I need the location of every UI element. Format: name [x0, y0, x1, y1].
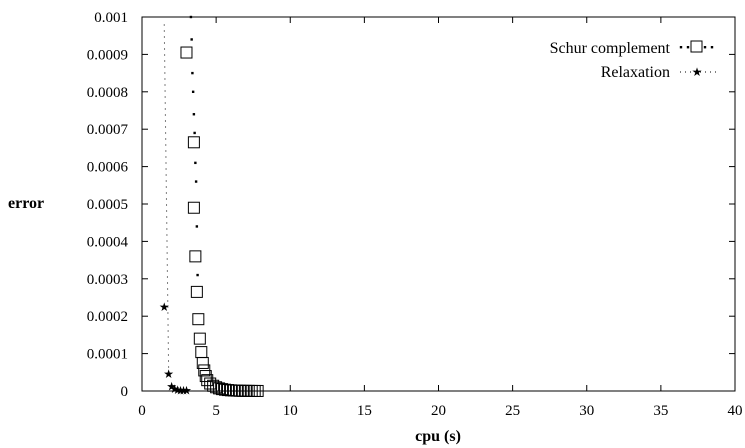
schur-point [193, 332, 206, 345]
y-tick-label: 0.0001 [87, 347, 128, 363]
schur-point [199, 370, 212, 383]
schur-guide-dot [192, 113, 196, 116]
y-tick-label: 0.0003 [87, 272, 128, 288]
y-tick-label: 0.0008 [87, 85, 128, 101]
dotted-guides [163, 15, 199, 375]
schur-guide-dot [194, 161, 197, 165]
schur-guide-dot [191, 71, 194, 75]
legend: Schur complement Relaxation ★ [550, 40, 716, 81]
x-axis-ticks: 0 5 10 15 20 25 30 35 40 [138, 17, 743, 419]
schur-point [190, 285, 203, 298]
x-tick-label: 15 [357, 403, 372, 419]
legend-schur-dot [703, 46, 707, 49]
schur-guide-dot [193, 131, 196, 135]
y-tick-label: 0.0007 [87, 122, 129, 138]
y-axis-ticks: 0 0.0001 0.0002 0.0003 0.0004 0.0005 0.0006 0.0… [87, 10, 735, 400]
legend-label-relaxation: Relaxation [601, 64, 670, 81]
x-tick-label: 5 [212, 403, 220, 419]
y-tick-label: 0.0004 [87, 234, 129, 250]
relaxation-point: ★ [181, 384, 192, 398]
x-tick-label: 30 [579, 403, 594, 419]
schur-point [187, 136, 200, 149]
x-axis-title: cpu (s) [415, 428, 461, 445]
x-tick-label: 25 [505, 403, 520, 419]
legend-label-schur: Schur complement [550, 40, 671, 57]
y-tick-label: 0.0005 [87, 197, 128, 213]
schur-guide-dot [195, 225, 199, 228]
schur-guide-dot [189, 15, 193, 19]
x-tick-label: 10 [283, 403, 298, 419]
schur-point [192, 313, 205, 326]
relaxation-point: ★ [163, 367, 174, 381]
y-axis-title: error [8, 195, 44, 212]
y-tick-label: 0.001 [94, 10, 128, 26]
schur-point [189, 250, 202, 263]
relaxation-point: ★ [178, 383, 189, 397]
y-tick-label: 0.0002 [87, 309, 128, 325]
relaxation-point: ★ [166, 380, 177, 394]
schur-guide-dot [191, 90, 195, 93]
legend-swatches: ★ [679, 40, 716, 79]
relaxation-guide-line [163, 24, 170, 375]
schur-point [187, 201, 200, 214]
y-tick-label: 0.0006 [87, 160, 129, 176]
x-tick-label: 0 [138, 403, 146, 419]
legend-schur-dot [679, 46, 683, 49]
schur-guide-dot [190, 38, 193, 41]
legend-schur-square [690, 40, 703, 53]
relaxation-point: ★ [159, 300, 170, 314]
relaxation-point: ★ [169, 382, 180, 396]
schur-point [196, 356, 209, 369]
schur-point [251, 384, 264, 397]
legend-relaxation-star: ★ [692, 65, 703, 79]
data-marks: ★★★★★★★★ [159, 46, 264, 398]
schur-point [195, 346, 208, 359]
relaxation-point: ★ [175, 383, 186, 397]
x-tick-label: 35 [653, 403, 668, 419]
y-tick-label: 0 [121, 384, 129, 400]
schur-guide-dot [196, 273, 199, 277]
legend-schur-dot [686, 46, 690, 49]
y-tick-label: 0.0009 [87, 47, 128, 63]
x-tick-label: 20 [431, 403, 446, 419]
schur-guide-dot [194, 180, 198, 183]
schur-point [180, 46, 193, 59]
x-tick-label: 40 [728, 403, 743, 419]
legend-schur-dot [710, 46, 714, 49]
relaxation-point: ★ [172, 383, 183, 397]
